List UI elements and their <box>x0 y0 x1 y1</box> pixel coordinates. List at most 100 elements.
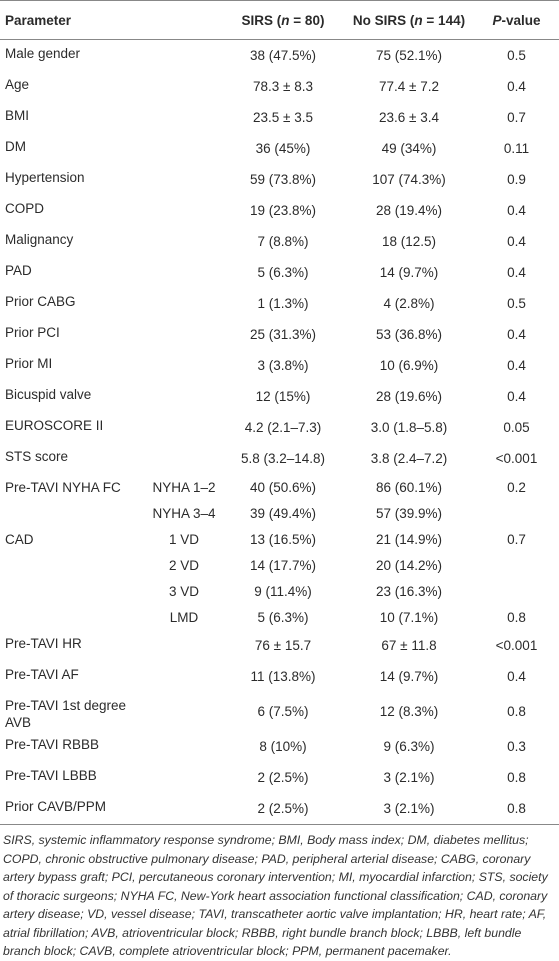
value-cell: 0.2 <box>507 479 526 495</box>
value-cell: 3.8 (2.4–7.2) <box>370 451 448 466</box>
value-cell <box>474 578 559 604</box>
value-cell: 1 (1.3%) <box>257 296 309 311</box>
value-cell: 28 (19.4%) <box>375 203 443 218</box>
table-row: CAD 1 VD 13 (16.5%) 21 (14.9%) 0.7 <box>0 526 559 552</box>
value-cell: 0.8 <box>507 609 526 625</box>
value-cell: 10 (7.1%) <box>379 609 439 625</box>
value-cell: 11 (13.8%) <box>250 669 316 684</box>
value-cell: 0.4 <box>507 203 526 218</box>
parameter-cell: Prior CABG <box>5 294 76 309</box>
table-row: Prior PCI 25 (31.3%) 53 (36.8%) 0.4 <box>0 319 559 350</box>
parameter-cell: DM <box>5 139 26 154</box>
table-row: PAD 5 (6.3%) 14 (9.7%) 0.4 <box>0 257 559 288</box>
value-cell: <0.001 <box>495 638 538 653</box>
header-cell: SIRS (n = 80) <box>222 0 344 40</box>
parameter-cell: Pre-TAVI AF <box>5 667 79 682</box>
value-cell: 0.4 <box>507 234 526 249</box>
value-cell <box>474 500 559 526</box>
table-row: NYHA 3–4 39 (49.4%) 57 (39.9%) <box>0 500 559 526</box>
value-cell: 67 ± 11.8 <box>381 638 437 653</box>
subgroup-cell <box>146 443 222 474</box>
value-cell: 39 (49.4%) <box>249 505 317 521</box>
table-row: Hypertension 59 (73.8%) 107 (74.3%) 0.9 <box>0 164 559 195</box>
value-cell: 25 (31.3%) <box>249 327 317 342</box>
value-cell: 76 ± 15.7 <box>254 638 312 653</box>
value-cell: 0.5 <box>507 48 526 63</box>
parameter-cell: Pre-TAVI LBBB <box>5 768 97 783</box>
subgroup-cell <box>146 226 222 257</box>
header-text: Parameter <box>5 12 72 28</box>
subgroup-cell <box>146 350 222 381</box>
value-cell: 13 (16.5%) <box>249 531 317 547</box>
parameter-cell: BMI <box>5 108 30 123</box>
parameter-cell: Male gender <box>5 46 81 61</box>
value-cell: 10 (6.9%) <box>379 358 439 373</box>
header-cell: P-value <box>474 0 559 40</box>
value-cell: 20 (14.2%) <box>375 557 443 573</box>
value-cell: 12 (8.3%) <box>379 704 439 719</box>
parameter-cell: Age <box>5 77 30 92</box>
header-text: P <box>492 12 502 28</box>
subgroup-cell <box>146 692 222 731</box>
table-row: 3 VD 9 (11.4%) 23 (16.3%) <box>0 578 559 604</box>
subgroup-cell: 2 VD <box>168 557 199 573</box>
header-text: SIRS ( <box>241 12 282 28</box>
parameter-cell: PAD <box>5 263 32 278</box>
value-cell: 9 (6.3%) <box>383 739 435 754</box>
value-cell: 86 (60.1%) <box>375 479 443 495</box>
value-cell: 0.11 <box>503 141 530 156</box>
value-cell: 2 (2.5%) <box>222 793 344 825</box>
value-cell: 36 (45%) <box>255 141 311 156</box>
value-cell: 0.3 <box>507 739 526 754</box>
value-cell: 3 (3.8%) <box>257 358 309 373</box>
value-cell: 75 (52.1%) <box>375 48 443 63</box>
parameter-cell: Pre-TAVI NYHA FC <box>5 480 121 495</box>
value-cell: 0.8 <box>507 770 526 785</box>
table-row: Pre-TAVI NYHA FC NYHA 1–2 40 (50.6%) 86 (60… <box>0 474 559 500</box>
subgroup-cell <box>146 71 222 102</box>
value-cell: 0.4 <box>507 265 526 280</box>
header-text: = 80) <box>289 12 325 28</box>
value-cell: 23.6 ± 3.4 <box>379 110 439 125</box>
parameter-cell: Malignancy <box>5 232 74 247</box>
subgroup-cell: 1 VD <box>168 531 199 547</box>
header-cell <box>146 0 222 40</box>
table-row: 2 VD 14 (17.7%) 20 (14.2%) <box>0 552 559 578</box>
value-cell: 12 (15%) <box>255 389 311 404</box>
table-row: Prior CABG 1 (1.3%) 4 (2.8%) 0.5 <box>0 288 559 319</box>
parameter-cell: Prior PCI <box>5 325 60 340</box>
subgroup-cell <box>146 731 222 762</box>
value-cell: 0.4 <box>507 79 526 94</box>
header-cell: No SIRS (n = 144) <box>344 0 474 40</box>
value-cell: 0.4 <box>507 358 526 373</box>
table-row: STS score 5.8 (3.2–14.8) 3.8 (2.4–7.2) <0.0… <box>0 443 559 474</box>
parameter-cell: Bicuspid valve <box>5 387 92 402</box>
subgroup-cell: NYHA 1–2 <box>152 479 216 495</box>
value-cell: 0.8 <box>474 793 559 825</box>
table-row: Pre-TAVI 1st degree AVB 6 (7.5%) 12 (8.3%)… <box>0 692 559 731</box>
header-row: Parameter SIRS (n = 80) No SIRS (n = 144) P… <box>0 0 559 40</box>
parameter-cell: Hypertension <box>5 170 85 185</box>
table-row: Bicuspid valve 12 (15%) 28 (19.6%) 0.4 <box>0 381 559 412</box>
table-row: DM 36 (45%) 49 (34%) 0.11 <box>0 133 559 164</box>
table-header: Parameter SIRS (n = 80) No SIRS (n = 144) P… <box>0 0 559 40</box>
value-cell: 0.5 <box>507 296 526 311</box>
footnote: SIRS, systemic inflammatory response syn… <box>3 833 548 958</box>
value-cell: 19 (23.8%) <box>249 203 317 218</box>
subgroup-cell <box>146 257 222 288</box>
value-cell: 14 (9.7%) <box>379 669 439 684</box>
subgroup-cell: NYHA 3–4 <box>152 505 216 521</box>
value-cell: <0.001 <box>495 451 538 466</box>
value-cell: 28 (19.6%) <box>375 389 443 404</box>
value-cell: 78.3 ± 8.3 <box>253 79 313 94</box>
value-cell: 57 (39.9%) <box>375 505 443 521</box>
value-cell: 107 (74.3%) <box>372 172 446 187</box>
table-row: Pre-TAVI HR 76 ± 15.7 67 ± 11.8 <0.001 <box>0 630 559 661</box>
table-row: Age 78.3 ± 8.3 77.4 ± 7.2 0.4 <box>0 71 559 102</box>
table-row: Pre-TAVI AF 11 (13.8%) 14 (9.7%) 0.4 <box>0 661 559 692</box>
table-row: Malignancy 7 (8.8%) 18 (12.5) 0.4 <box>0 226 559 257</box>
value-cell: 6 (7.5%) <box>257 704 309 719</box>
value-cell: 0.05 <box>503 420 530 435</box>
subgroup-cell: LMD <box>169 609 199 625</box>
table-row: Male gender 38 (47.5%) 75 (52.1%) 0.5 <box>0 40 559 72</box>
